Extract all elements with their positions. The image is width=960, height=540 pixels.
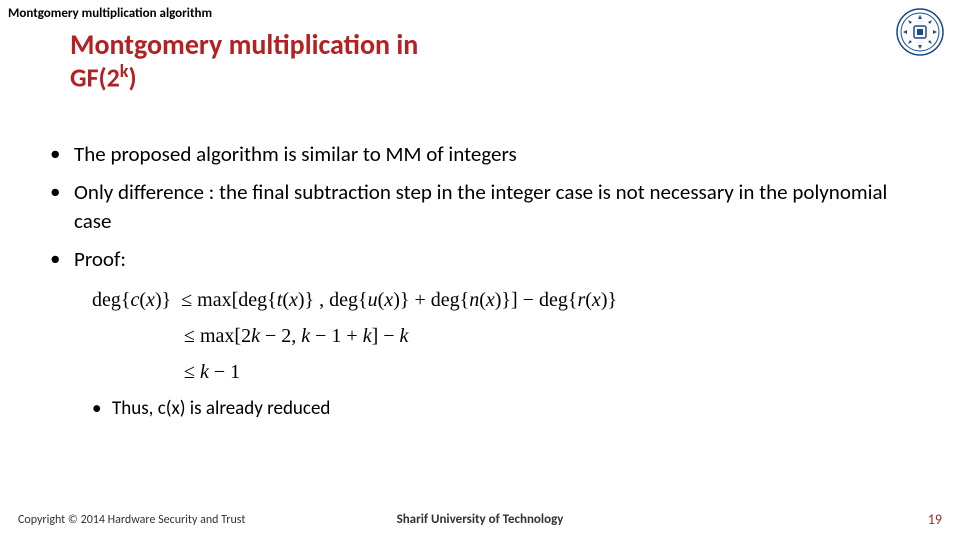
header-breadcrumb: Montgomery multiplication algorithm — [8, 6, 212, 21]
title-line-1: Montgomery multiplication in — [70, 30, 418, 61]
bullet-dot-icon: • — [50, 140, 74, 166]
bullet-dot-icon: • — [50, 178, 74, 204]
footer-university: Sharif University of Technology — [397, 512, 564, 527]
bullet-item: • Proof: — [50, 245, 910, 273]
slide-footer: Copyright © 2014 Hardware Security and T… — [0, 511, 960, 528]
slide-content: • The proposed algorithm is similar to M… — [50, 140, 910, 420]
slide-title: Montgomery multiplication in GF(2k) — [70, 30, 418, 92]
bullet-item: • Only difference : the final subtractio… — [50, 178, 910, 235]
footer-page-number: 19 — [928, 511, 942, 528]
title-line-2: GF(2k) — [70, 61, 418, 92]
sub-bullet-item: • Thus, c(x) is already reduced — [92, 397, 910, 420]
bullet-text: Proof: — [74, 245, 910, 273]
math-line-2: ≤ max[2k − 2, k − 1 + k] − k — [184, 319, 910, 353]
math-line-3: ≤ k − 1 — [184, 355, 910, 389]
sub-bullet-text: Thus, c(x) is already reduced — [112, 397, 330, 420]
math-line-1: deg{c(x)} ≤ max[deg{t(x)} , deg{u(x)} + … — [92, 283, 910, 317]
bullet-dot-icon: • — [92, 397, 112, 420]
title-gf-prefix: GF(2 — [70, 61, 120, 93]
bullet-item: • The proposed algorithm is similar to M… — [50, 140, 910, 168]
bullet-text: Only difference : the final subtraction … — [74, 178, 910, 235]
bullet-text: The proposed algorithm is similar to MM … — [74, 140, 910, 168]
footer-copyright: Copyright © 2014 Hardware Security and T… — [18, 513, 245, 527]
bullet-dot-icon: • — [50, 245, 74, 271]
university-logo — [896, 8, 944, 56]
title-gf-exponent: k — [120, 60, 129, 82]
title-gf-suffix: ) — [129, 61, 137, 93]
proof-math: deg{c(x)} ≤ max[deg{t(x)} , deg{u(x)} + … — [92, 283, 910, 389]
